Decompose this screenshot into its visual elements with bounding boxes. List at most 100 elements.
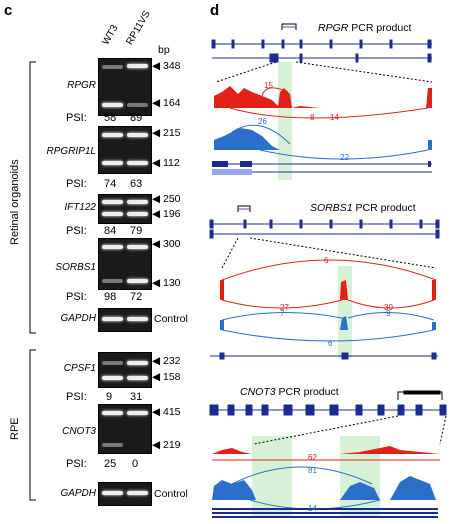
primer-bracket <box>237 205 251 212</box>
band <box>127 64 148 68</box>
junction-count: 6 <box>328 339 333 348</box>
size-value: 215 <box>163 127 181 139</box>
gel-gapdh <box>98 482 152 506</box>
gene-model-cnot3 <box>209 404 447 416</box>
junction-arc <box>347 299 435 309</box>
junction-arc <box>231 466 373 485</box>
highlight <box>338 266 352 358</box>
pcr-gene: CNOT3 <box>240 386 276 398</box>
pcr-title-rpgr: RPGR PCR product <box>318 22 411 34</box>
size-value: 130 <box>163 277 181 289</box>
size-marker: ◀ 158 <box>152 371 181 383</box>
coverage-blue <box>212 476 436 500</box>
size-marker: ◀ 232 <box>152 355 181 367</box>
junction-count: 26 <box>258 117 267 126</box>
pcr-gene: RPGR <box>318 22 349 34</box>
psi-label: PSI: <box>66 291 87 303</box>
size-value: 250 <box>163 193 181 205</box>
pcr-suffix: PCR product <box>278 386 339 398</box>
coverage-red <box>212 446 440 454</box>
psi-value: 79 <box>130 225 143 237</box>
band <box>102 443 123 447</box>
psi-label: PSI: <box>66 112 87 124</box>
gel-gapdh <box>98 308 152 332</box>
band <box>127 361 148 365</box>
junction-count: 7 <box>280 309 285 318</box>
gene-label-sorbs1: SORBS1 <box>55 262 96 273</box>
gene-label-cnot3: CNOT3 <box>62 426 96 437</box>
pcr-suffix: PCR product <box>355 202 416 214</box>
band <box>102 361 123 365</box>
junction-count: 22 <box>340 153 349 162</box>
pcr-gene: SORBS1 <box>310 202 353 214</box>
size-value: 158 <box>163 371 181 383</box>
band <box>102 133 123 137</box>
psi-value: 31 <box>130 391 143 403</box>
junction-count: 30 <box>384 303 393 312</box>
gel-sorbs1 <box>98 238 152 290</box>
band <box>102 212 123 216</box>
panel-d-label: d <box>210 2 220 19</box>
coverage-red <box>214 86 432 108</box>
size-marker: ◀ 215 <box>152 127 181 139</box>
band <box>102 376 123 380</box>
band <box>102 491 123 495</box>
gene-label-gapdh: GAPDH <box>60 488 96 499</box>
psi-value: 74 <box>104 178 117 190</box>
band <box>127 376 148 380</box>
gene-model-rpgr <box>211 39 432 63</box>
junction-count: 15 <box>264 81 273 90</box>
gel-rpgr <box>98 58 152 116</box>
gene-model-sorbs1 <box>209 219 440 239</box>
highlight <box>278 62 292 180</box>
pcr-title-sorbs1: SORBS1 PCR product <box>310 202 416 214</box>
band <box>127 103 148 107</box>
gel-cpsf1 <box>98 352 152 388</box>
control-label: Control <box>154 488 188 500</box>
pcr-suffix: PCR product <box>351 22 412 34</box>
psi-value: 98 <box>104 291 117 303</box>
size-value: 219 <box>163 439 181 451</box>
junction-count: 14 <box>330 113 339 122</box>
junction-arc <box>231 124 291 145</box>
group-brackets <box>29 61 36 501</box>
psi-value: 72 <box>130 291 143 303</box>
psi-value: 25 <box>104 458 117 470</box>
size-marker: ◀ 348 <box>152 60 181 72</box>
gene-label-rpgr: RPGR <box>67 80 96 91</box>
junction-arc <box>221 299 343 309</box>
psi-label: PSI: <box>66 225 87 237</box>
size-value: 112 <box>163 157 180 169</box>
gene-model-rpgr-bottom <box>212 161 432 175</box>
junction-count: 62 <box>308 453 317 462</box>
psi-value: 0 <box>132 458 139 470</box>
junction-count: 8 <box>310 113 315 122</box>
band <box>127 161 148 165</box>
psi-label: PSI: <box>66 391 87 403</box>
psi-label: PSI: <box>66 458 87 470</box>
size-unit: bp <box>158 44 170 56</box>
size-marker: ◀ 415 <box>152 406 181 418</box>
band <box>102 103 123 107</box>
gene-label-cpsf1: CPSF1 <box>63 363 96 374</box>
psi-label: PSI: <box>66 178 87 190</box>
psi-value: 84 <box>104 225 117 237</box>
coverage-blue <box>220 316 436 330</box>
junction-count: 14 <box>308 504 317 513</box>
band <box>127 411 148 415</box>
size-value: 232 <box>163 355 181 367</box>
band <box>102 317 123 321</box>
junction-arc <box>221 259 437 281</box>
junction-arc <box>259 149 429 160</box>
control-label: Control <box>154 313 188 325</box>
psi-value: 9 <box>106 391 113 403</box>
size-value: 164 <box>163 97 181 109</box>
psi-value: 89 <box>130 112 143 124</box>
junction-arc <box>261 87 289 97</box>
size-marker: ◀ 112 <box>152 157 180 169</box>
junction-arc <box>229 107 429 119</box>
coverage-red <box>220 280 436 300</box>
size-value: 415 <box>163 406 181 418</box>
junction-arc <box>221 329 435 342</box>
band <box>127 245 148 249</box>
